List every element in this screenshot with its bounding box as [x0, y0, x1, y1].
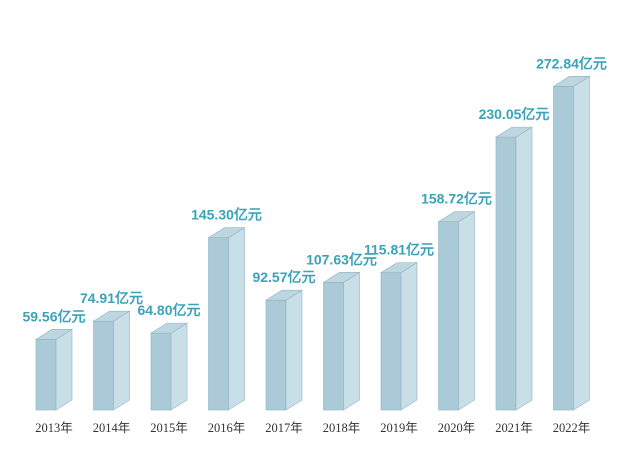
- value-label: 107.63亿元: [306, 251, 377, 267]
- x-tick-label: 2022年: [553, 421, 591, 435]
- bar-top-face: [149, 322, 189, 334]
- bar-side-face: [228, 227, 245, 411]
- bar-side-face: [400, 262, 418, 411]
- bar-top-face: [437, 211, 476, 223]
- bar-side-face: [343, 271, 360, 411]
- x-tick-label: 2018年: [323, 421, 361, 435]
- bar-2014年: [92, 310, 131, 411]
- x-tick-label: 2017年: [265, 421, 303, 435]
- value-label: 92.57亿元: [252, 269, 315, 285]
- bar-front-face: [93, 320, 114, 411]
- bar-side-face: [55, 328, 73, 411]
- x-tick-label: 2014年: [93, 421, 131, 435]
- bar-top-face: [379, 262, 419, 273]
- bar-front-face: [380, 272, 402, 411]
- bar-top-face: [322, 272, 361, 283]
- x-tick-label: 2020年: [438, 421, 476, 435]
- bar-2021年: [494, 126, 534, 411]
- bar-2019年: [379, 262, 419, 411]
- value-label: 145.30亿元: [191, 207, 262, 223]
- bar-top-face: [207, 227, 246, 238]
- bar-2017年: [264, 289, 304, 411]
- x-tick-label: 2015年: [150, 421, 188, 435]
- bar-front-face: [323, 282, 344, 411]
- bars-group: [34, 75, 591, 411]
- bar-2013年: [34, 328, 74, 411]
- value-label: 74.91亿元: [80, 290, 143, 306]
- bar-side-face: [170, 322, 188, 411]
- bar-front-face: [208, 237, 229, 411]
- x-tick-label: 2021年: [495, 421, 533, 435]
- bar-front-face: [150, 332, 172, 411]
- bar-top-face: [494, 126, 534, 138]
- bar-top-face: [34, 329, 74, 340]
- bar-top-face: [552, 76, 591, 87]
- bar-top-face: [92, 310, 131, 322]
- bar-front-face: [265, 299, 287, 411]
- bar-front-face: [438, 221, 459, 411]
- value-label: 272.84亿元: [536, 55, 607, 71]
- bar-side-face: [285, 289, 303, 411]
- tick-labels-group: 2013年 2014年 2015年 2016年 2017年 2018年 2019年 2020年…: [35, 421, 590, 435]
- bar-side-face: [573, 75, 590, 411]
- bar-front-face: [553, 86, 574, 411]
- x-tick-label: 2016年: [208, 421, 246, 435]
- bar-front-face: [35, 339, 57, 411]
- x-tick-label: 2013年: [35, 421, 73, 435]
- value-label: 230.05亿元: [479, 106, 550, 122]
- value-label: 64.80亿元: [137, 302, 200, 318]
- bar-2018年: [322, 271, 361, 411]
- bar-top-face: [264, 289, 304, 301]
- value-label: 115.81亿元: [364, 242, 434, 258]
- bar-2016年: [207, 227, 246, 411]
- x-tick-label: 2019年: [380, 421, 418, 435]
- bar-2020年: [437, 211, 476, 411]
- bar-side-face: [515, 126, 533, 411]
- bar-side-face: [113, 310, 130, 411]
- value-label: 59.56亿元: [22, 308, 85, 324]
- value-label: 158.72亿元: [421, 191, 492, 207]
- bar-side-face: [458, 211, 475, 411]
- bar-2022年: [552, 75, 591, 411]
- bar-2015年: [149, 322, 189, 411]
- bar-front-face: [495, 136, 517, 411]
